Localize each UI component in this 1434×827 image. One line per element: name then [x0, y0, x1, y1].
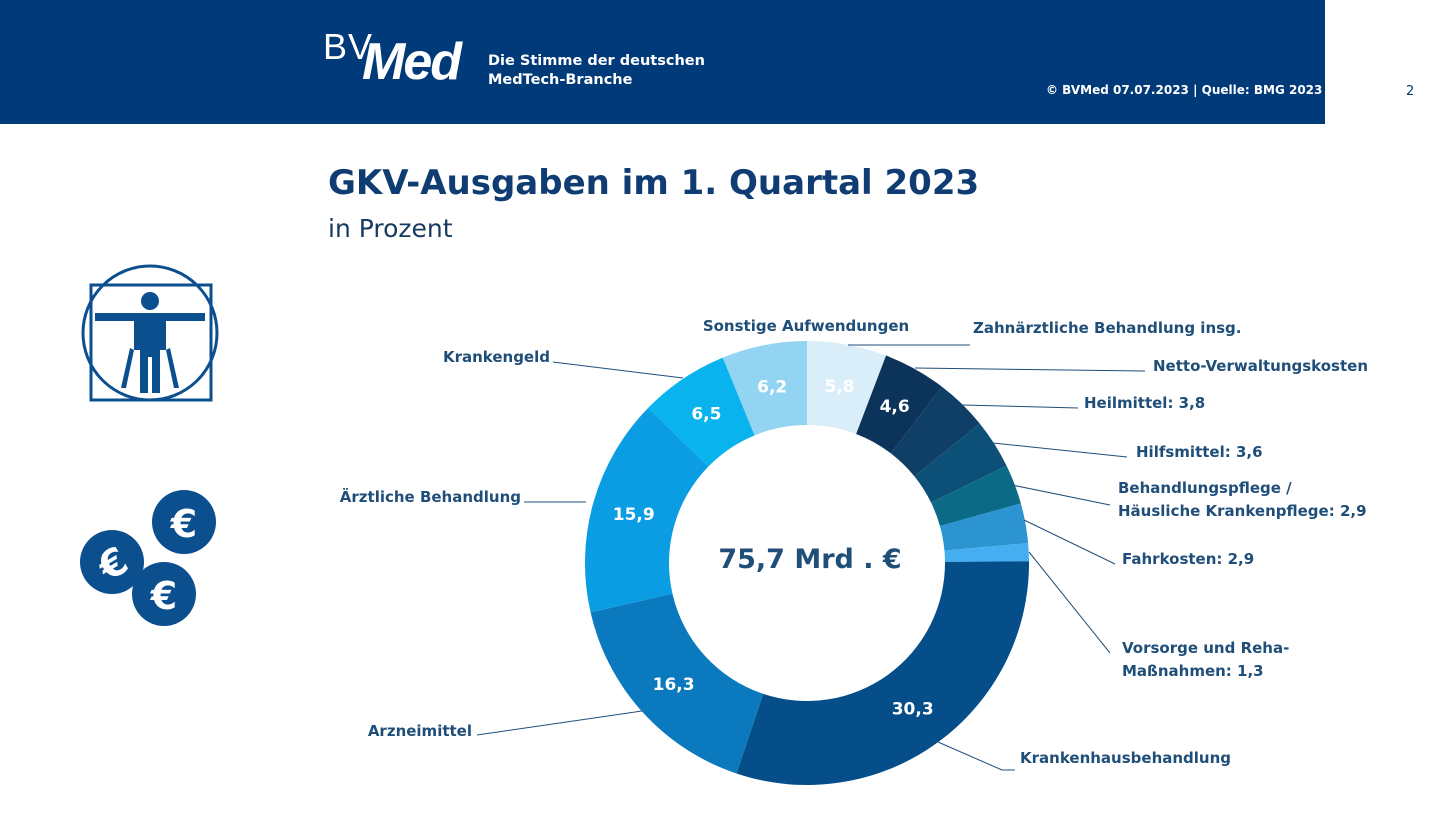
slice-3	[914, 423, 1007, 503]
slice-value-label-10: 6,5	[691, 405, 721, 425]
slice-value-label-7: 30,3	[892, 700, 934, 720]
leader-line-2	[961, 404, 1079, 409]
slice-6	[944, 543, 1029, 562]
header-bar: BV Med Die Stimme der deutschen MedTech-…	[0, 0, 1325, 124]
slice-value-label-9: 15,9	[613, 505, 655, 525]
svg-text:€: €	[170, 502, 197, 546]
logo-med-text: Med	[362, 33, 462, 91]
category-label-4-line-1: Häusliche Krankenpflege: 2,9	[1118, 502, 1367, 520]
svg-text:€: €	[150, 574, 177, 618]
slice-7	[736, 561, 1029, 785]
leader-lines	[476, 344, 1146, 771]
slice-0	[807, 341, 887, 435]
chart-labels: Zahnärztliche Behandlung insg. Netto-Verw…	[340, 317, 1368, 767]
center-total-label: 75,7 Mrd . €	[718, 544, 901, 575]
leader-line-5	[1023, 519, 1116, 565]
slice-11	[722, 341, 807, 436]
category-label-6-line-0: Vorsorge und Reha-	[1122, 639, 1289, 657]
slice-value-label-1: 4,6	[880, 397, 910, 417]
leader-line-8	[476, 710, 643, 736]
leader-line-3	[992, 442, 1128, 458]
slice-value-label-8: 16,3	[653, 675, 695, 695]
category-label-11: Sonstige Aufwendungen	[703, 317, 909, 335]
slice-value-label-0: 5,8	[825, 377, 855, 397]
category-label-5: Fahrkosten: 2,9	[1122, 550, 1254, 568]
leader-line-6	[1028, 551, 1111, 654]
category-label-4-line-0: Behandlungspflege /	[1118, 479, 1292, 497]
leader-line-1	[914, 367, 1146, 372]
chart-subtitle: in Prozent	[328, 214, 453, 243]
category-label-9: Ärztliche Behandlung	[340, 487, 521, 506]
euro-coins-icon: € € €	[80, 490, 216, 626]
category-label-10: Krankengeld	[443, 348, 550, 366]
slice-5	[939, 503, 1029, 551]
slice-10	[648, 357, 755, 467]
copyright-source: © BVMed 07.07.2023 | Quelle: BMG 2023	[1046, 83, 1323, 97]
category-label-8: Arzneimittel	[368, 722, 472, 740]
page-number: 2	[1406, 84, 1415, 99]
slice-2	[890, 386, 980, 477]
tagline-line-1: Die Stimme der deutschen	[488, 53, 705, 69]
slice-8	[590, 593, 764, 774]
category-label-3: Hilfsmittel: 3,6	[1136, 443, 1263, 461]
leader-line-7	[937, 741, 1015, 771]
category-label-7: Krankenhausbehandlung	[1020, 749, 1231, 767]
category-label-2: Heilmittel: 3,8	[1084, 394, 1205, 412]
category-label-1: Netto-Verwaltungskosten	[1153, 357, 1368, 375]
slice-4	[931, 465, 1021, 526]
logo-bv-text: BV	[323, 26, 374, 67]
category-label-6-line-1: Maßnahmen: 1,3	[1122, 662, 1264, 680]
vitruvian-man-icon	[81, 264, 219, 402]
chart-slices: 5,8 4,6 30,3 16,3 15,9 6,5 6,2	[585, 341, 1029, 785]
logo-tagline: Die Stimme der deutschen MedTech-Branche	[488, 52, 705, 90]
tagline-line-2: MedTech-Branche	[488, 72, 633, 88]
leader-line-10	[552, 361, 684, 379]
slice-value-label-11: 6,2	[757, 377, 787, 397]
slice-1	[856, 355, 942, 454]
chart-title: GKV-Ausgaben im 1. Quartal 2023	[328, 163, 980, 203]
leader-line-4	[1011, 484, 1111, 506]
slice-9	[585, 407, 709, 613]
category-label-0: Zahnärztliche Behandlung insg.	[973, 319, 1242, 337]
